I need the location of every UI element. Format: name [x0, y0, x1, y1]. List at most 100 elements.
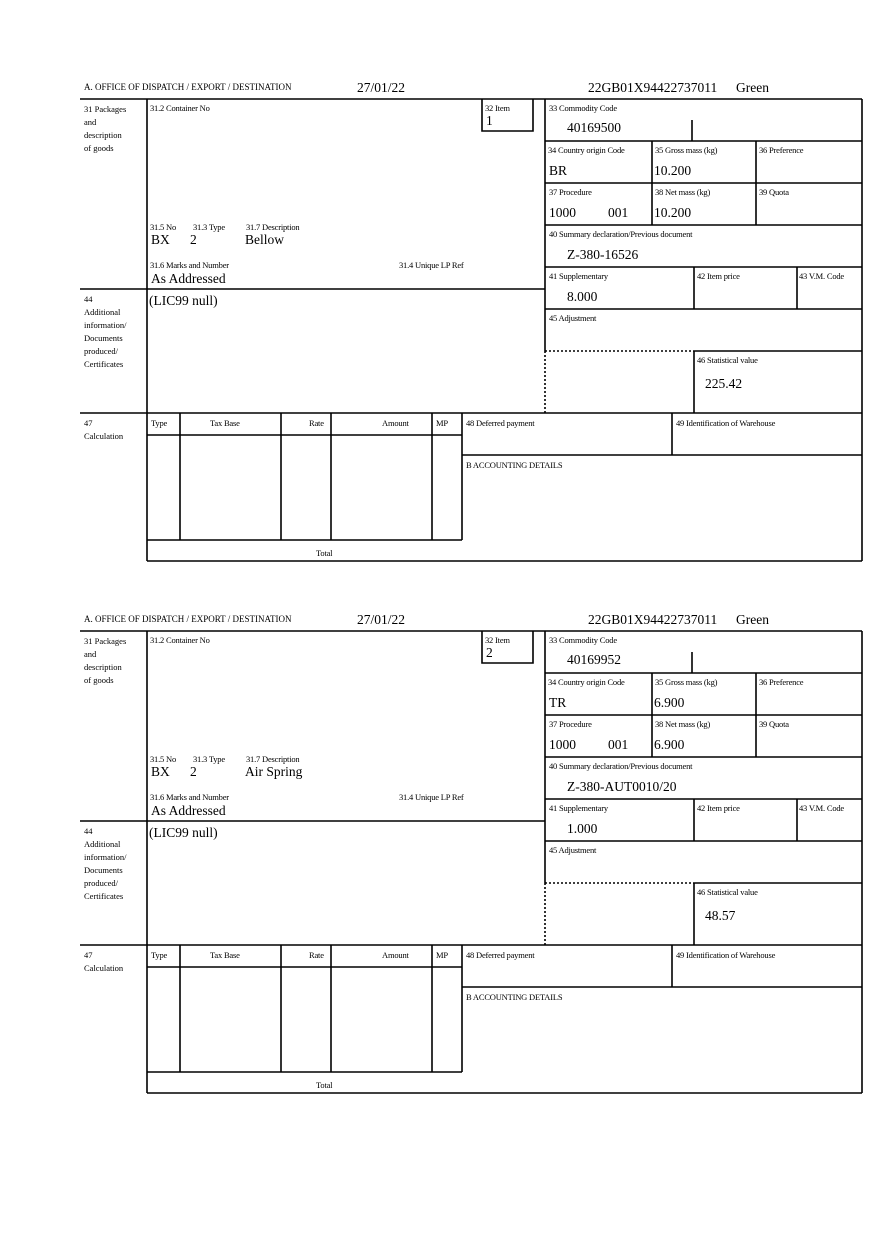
packages-no: BX — [151, 764, 170, 779]
box47-label: 47 Calculation — [84, 418, 124, 441]
calc-tax-base-header: Tax Base — [210, 950, 240, 960]
box31-label: 31 Packages and description of goods — [84, 104, 127, 153]
reference-number: 22GB01X94422737011 — [588, 80, 718, 95]
procedure-code: 1000 — [549, 737, 576, 752]
supplementary-value: 1.000 — [567, 821, 598, 836]
additional-info: (LIC99 null) — [149, 293, 218, 308]
procedure-extra: 001 — [608, 737, 629, 752]
accounting-details-label: B ACCOUNTING DETAILS — [466, 460, 563, 470]
summary-document: Z-380-AUT0010/20 — [567, 779, 677, 794]
accounting-details-label: B ACCOUNTING DETAILS — [466, 992, 563, 1002]
calc-mp-header: MP — [436, 950, 448, 960]
item-number: 2 — [486, 645, 493, 660]
packages-type-label: 31.3 Type — [193, 754, 225, 764]
commodity-code: 40169952 — [567, 652, 621, 667]
packages-type: 2 — [190, 764, 197, 779]
form-grid-lines — [80, 630, 863, 1094]
calc-total-label: Total — [316, 548, 333, 558]
statistical-label: 46 Statistical value — [697, 355, 758, 365]
form-grid-lines — [80, 98, 863, 562]
container-label: 31.2 Container No — [150, 635, 210, 645]
deferred-payment-label: 48 Deferred payment — [466, 418, 535, 428]
item-price-label: 42 Item price — [697, 271, 740, 281]
marks-value: As Addressed — [151, 271, 226, 286]
country-code: TR — [549, 695, 567, 710]
description-label: 31.7 Description — [246, 754, 300, 764]
marks-value: As Addressed — [151, 803, 226, 818]
packages-no-label: 31.5 No — [150, 222, 176, 232]
commodity-code: 40169500 — [567, 120, 621, 135]
net-mass-label: 38 Net mass (kg) — [655, 719, 711, 729]
marks-label: 31.6 Marks and Number — [150, 260, 229, 270]
packages-no-label: 31.5 No — [150, 754, 176, 764]
calc-type-header: Type — [151, 418, 168, 428]
summary-document: Z-380-16526 — [567, 247, 639, 262]
goods-description: Air Spring — [245, 764, 303, 779]
date: 27/01/22 — [357, 80, 406, 95]
gross-mass: 10.200 — [654, 163, 692, 178]
warehouse-label: 49 Identification of Warehouse — [676, 418, 776, 428]
summary-label: 40 Summary declaration/Previous document — [549, 229, 693, 239]
calc-amount-header: Amount — [382, 950, 409, 960]
box31-label: 31 Packages and description of goods — [84, 636, 127, 685]
calc-rate-header: Rate — [309, 950, 324, 960]
item-label: 32 Item — [485, 103, 510, 113]
deferred-payment-label: 48 Deferred payment — [466, 950, 535, 960]
box44-label: 44 Additional information/ Documents pro… — [84, 294, 127, 369]
quota-label: 39 Quota — [759, 719, 789, 729]
procedure-code: 1000 — [549, 205, 576, 220]
marks-label: 31.6 Marks and Number — [150, 792, 229, 802]
packages-no: BX — [151, 232, 170, 247]
office-heading: A. OFFICE OF DISPATCH / EXPORT / DESTINA… — [84, 614, 292, 624]
item-price-label: 42 Item price — [697, 803, 740, 813]
calc-total-label: Total — [316, 1080, 333, 1090]
statistical-value: 225.42 — [705, 376, 743, 391]
item-label: 32 Item — [485, 635, 510, 645]
warehouse-label: 49 Identification of Warehouse — [676, 950, 776, 960]
summary-label: 40 Summary declaration/Previous document — [549, 761, 693, 771]
reference-number: 22GB01X94422737011 — [588, 612, 718, 627]
net-mass: 6.900 — [654, 737, 685, 752]
commodity-label: 33 Commodity Code — [549, 635, 617, 645]
item-number: 1 — [486, 113, 493, 128]
calc-amount-header: Amount — [382, 418, 409, 428]
adjustment-label: 45 Adjustment — [549, 313, 597, 323]
description-label: 31.7 Description — [246, 222, 300, 232]
container-label: 31.2 Container No — [150, 103, 210, 113]
procedure-extra: 001 — [608, 205, 629, 220]
adjustment-label: 45 Adjustment — [549, 845, 597, 855]
vm-code-label: 43 V.M. Code — [799, 271, 844, 281]
quota-label: 39 Quota — [759, 187, 789, 197]
packages-type-label: 31.3 Type — [193, 222, 225, 232]
box44-label: 44 Additional information/ Documents pro… — [84, 826, 127, 901]
calc-type-header: Type — [151, 950, 168, 960]
supplementary-value: 8.000 — [567, 289, 598, 304]
route-status: Green — [736, 612, 769, 627]
gross-mass-label: 35 Gross mass (kg) — [655, 677, 718, 687]
gross-mass: 6.900 — [654, 695, 685, 710]
procedure-label: 37 Procedure — [549, 719, 592, 729]
customs-item-form: A. OFFICE OF DISPATCH / EXPORT / DESTINA… — [0, 81, 882, 588]
statistical-label: 46 Statistical value — [697, 887, 758, 897]
statistical-value: 48.57 — [705, 908, 736, 923]
commodity-label: 33 Commodity Code — [549, 103, 617, 113]
country-code: BR — [549, 163, 568, 178]
calc-tax-base-header: Tax Base — [210, 418, 240, 428]
country-label: 34 Country origin Code — [548, 677, 625, 687]
preference-label: 36 Preference — [759, 677, 804, 687]
unique-ref-label: 31.4 Unique LP Ref — [399, 260, 464, 270]
country-label: 34 Country origin Code — [548, 145, 625, 155]
packages-type: 2 — [190, 232, 197, 247]
supplementary-label: 41 Supplementary — [549, 803, 608, 813]
customs-item-form: A. OFFICE OF DISPATCH / EXPORT / DESTINA… — [0, 613, 882, 1120]
additional-info: (LIC99 null) — [149, 825, 218, 840]
office-heading: A. OFFICE OF DISPATCH / EXPORT / DESTINA… — [84, 82, 292, 92]
date: 27/01/22 — [357, 612, 406, 627]
net-mass: 10.200 — [654, 205, 692, 220]
goods-description: Bellow — [245, 232, 284, 247]
procedure-label: 37 Procedure — [549, 187, 592, 197]
calc-rate-header: Rate — [309, 418, 324, 428]
vm-code-label: 43 V.M. Code — [799, 803, 844, 813]
route-status: Green — [736, 80, 769, 95]
calc-mp-header: MP — [436, 418, 448, 428]
